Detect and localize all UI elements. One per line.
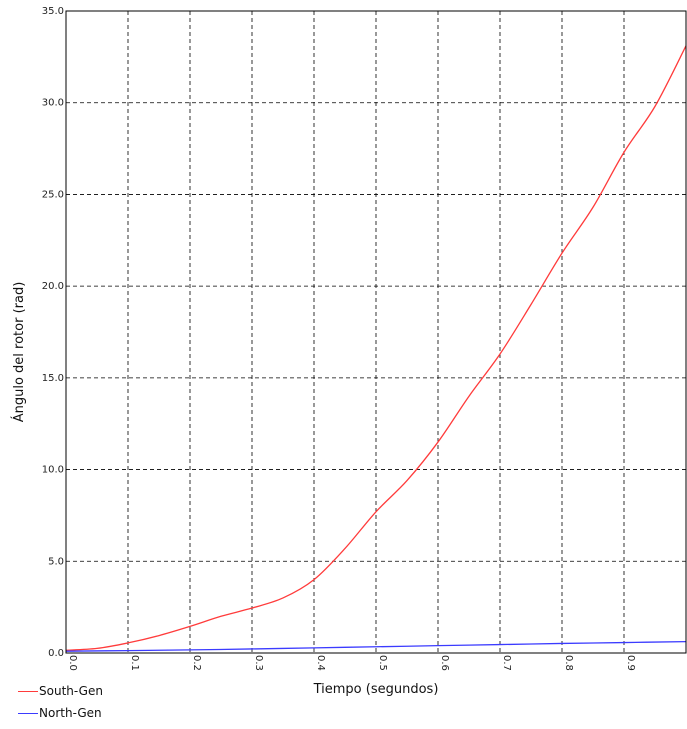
x-tick-label: 0.5 <box>377 655 388 671</box>
y-axis-title: Ángulo del rotor (rad) <box>11 282 27 423</box>
y-tick-label: 20.0 <box>42 281 64 292</box>
x-tick-label: 0.7 <box>501 655 512 671</box>
x-axis-title: Tiempo (segundos) <box>313 682 439 697</box>
plot-frame <box>66 11 686 653</box>
legend-label-south-gen: South-Gen <box>39 684 103 698</box>
x-tick-label: 0.2 <box>191 655 202 671</box>
y-tick-labels: 0.0 5.0 10.0 15.0 20.0 25.0 30.0 35.0 <box>42 6 64 659</box>
y-tick-label: 15.0 <box>42 373 64 384</box>
x-tick-label: 0.8 <box>563 655 574 671</box>
legend: South-Gen North-Gen <box>18 680 103 724</box>
x-tick-label: 0.4 <box>315 655 326 671</box>
y-tick-label: 30.0 <box>42 98 64 109</box>
y-tick-label: 35.0 <box>42 6 64 17</box>
legend-item-north-gen: North-Gen <box>18 702 103 724</box>
x-tick-label: 0.1 <box>129 655 140 671</box>
x-tick-label: 0.9 <box>625 655 636 671</box>
y-tick-label: 10.0 <box>42 465 64 476</box>
legend-swatch-north-gen <box>18 713 38 714</box>
x-tick-labels: 0.00.10.20.30.40.50.60.70.80.91.0 <box>67 655 687 671</box>
legend-swatch-south-gen <box>18 691 38 692</box>
grid <box>66 11 686 653</box>
x-tick-label: 0.0 <box>67 655 78 671</box>
y-tick-label: 25.0 <box>42 189 64 200</box>
legend-label-north-gen: North-Gen <box>39 706 102 720</box>
x-tick-label: 0.3 <box>253 655 264 671</box>
y-tick-label: 5.0 <box>48 556 64 567</box>
y-tick-label: 0.0 <box>48 648 64 659</box>
legend-item-south-gen: South-Gen <box>18 680 103 702</box>
x-tick-label: 0.6 <box>439 655 450 671</box>
